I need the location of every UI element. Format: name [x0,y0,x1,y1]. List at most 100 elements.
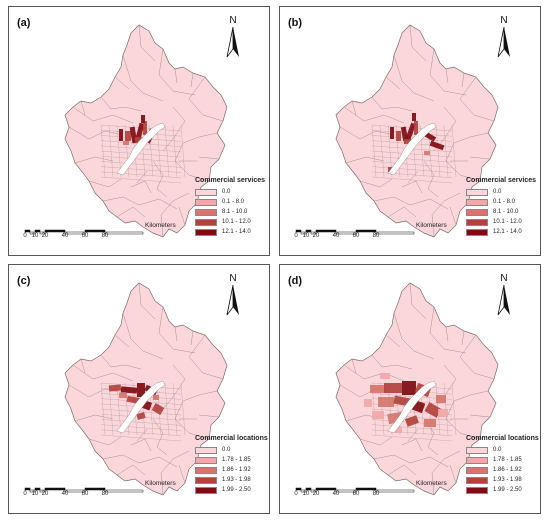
map-panel-c: (c) N Commercial locations 0.0 1.78 - 1.8… [8,264,270,514]
map-panel-b: (b) N Commercial services 0.0 0.1 - 8.0 8.… [279,6,541,256]
district-boundary [72,364,134,382]
district-boundary [158,306,196,354]
commercial-zone [378,397,394,407]
north-letter: N [500,273,508,284]
scale-bar-graphic [24,229,144,235]
urban-block-line [108,124,114,178]
district-boundary [459,76,495,122]
district-boundary [190,72,194,88]
scale-segment [300,231,307,235]
urban-block-line [172,124,178,178]
district-boundary [188,76,224,122]
district-boundary [393,54,435,102]
commercial-zone [404,139,412,144]
legend-item: 0.1 - 8.0 [195,197,265,207]
scale-segment [24,229,31,233]
legend-label: 1.93 - 1.98 [222,477,251,483]
scale-segment [84,229,106,233]
urban-block-line [100,419,182,426]
district-boundary [152,160,168,198]
commercial-zone [392,427,402,433]
commercial-zone [380,373,390,379]
commercial-zone [123,141,129,145]
district-boundary [431,192,461,238]
legend-swatch [195,456,217,464]
urban-block-line [371,176,453,184]
district-boundary [469,156,491,160]
urban-block-line [371,171,453,178]
district-boundary [102,454,178,468]
legend-label: 12.1 - 14.0 [222,229,251,235]
north-arrow: N [494,273,514,319]
district-boundary [351,358,357,374]
legend: Commercial locations 0.0 1.78 - 1.85 1.86 … [466,435,539,495]
district-boundary [359,178,393,188]
scale-segment [104,489,144,493]
district-boundary [114,76,130,90]
commercial-zone [429,140,445,151]
district-boundary [387,464,417,476]
scale-tick-label: 40 [332,491,340,497]
north-letter: N [500,15,508,26]
district-boundary [114,334,130,348]
district-boundary [178,206,186,226]
district-boundary [373,196,449,210]
legend-swatch [466,456,488,464]
urban-block-line [100,408,182,416]
district-boundary [407,170,419,184]
legend-swatch [195,466,217,474]
legend-swatch [466,208,488,216]
legend-label: 1.86 - 1.92 [493,467,522,473]
district-boundary [449,464,457,484]
scale-tick-label: 80 [372,491,380,497]
scale-segment [295,487,302,491]
scale-unit: Kilometers [416,222,447,229]
commercial-zone [143,121,147,135]
scale-segment [305,229,312,233]
legend: Commercial locations 0.0 1.78 - 1.85 1.86 … [195,435,268,495]
north-arrow: N [223,15,243,61]
commercial-zone [136,412,146,420]
legend-item: 0.0 [466,187,536,197]
legend-title: Commercial services [195,177,266,184]
commercial-zone [390,127,394,139]
map-panel-a: (a) N Commercial services 0.0 0.1 - 8.0 8.… [8,6,270,256]
district-boundary [445,390,489,440]
district-boundary [445,326,449,342]
scale-tick-label: 0 [294,491,298,497]
commercial-zone [120,386,138,394]
legend-item: 1.93 - 1.98 [195,475,268,485]
urban-block-line [371,150,453,158]
scale-tick-label: 10 [302,491,310,497]
urban-block-line [443,124,449,178]
legend-item: 0.1 - 8.0 [466,197,536,207]
district-boundary [359,436,393,446]
legend-label: 0.1 - 8.0 [493,199,516,205]
scale-tick-label: 60 [352,233,360,239]
legend-label: 1.93 - 1.98 [493,477,522,483]
district-boundary [371,354,413,370]
panel-label: (a) [17,17,31,29]
urban-block-line [379,124,385,178]
legend-label: 8.1 - 10.0 [493,209,519,215]
legend-swatch [466,198,488,206]
district-boundary [373,454,449,468]
map-layer [64,24,228,238]
district-boundary [351,100,357,116]
legend-item: 1.86 - 1.92 [195,465,268,475]
scale-bar-graphic [295,229,415,235]
legend-swatch [195,228,217,236]
legend-item: 1.99 - 2.50 [195,485,268,495]
district-boundary [80,358,86,374]
urban-block-line [371,161,453,168]
urban-block-line [371,166,453,173]
scale-segment [305,487,312,491]
scale-segment [24,487,31,491]
legend-item: 8.1 - 10.0 [466,207,536,217]
district-boundary [409,24,427,62]
scale-segment [64,231,86,235]
scale-segment [29,231,36,235]
river [116,122,166,176]
north-arrow: N [223,273,243,319]
scale-bar-graphic [295,487,415,493]
